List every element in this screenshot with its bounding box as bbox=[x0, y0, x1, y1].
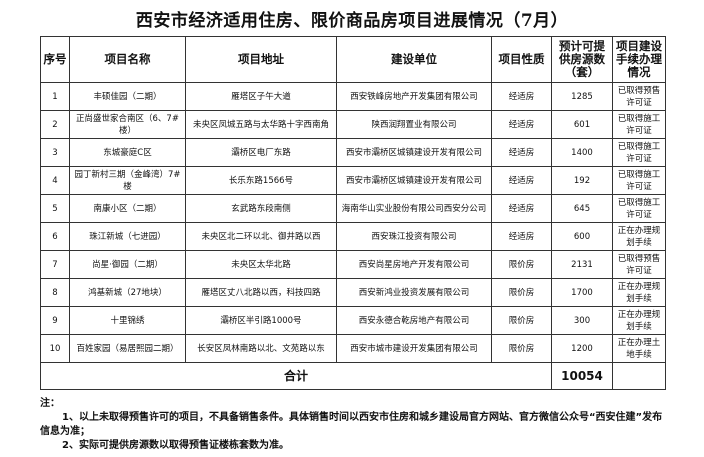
header-col-project-name: 项目名称 bbox=[69, 36, 186, 83]
cell-index: 1 bbox=[40, 82, 70, 111]
cell-index: 10 bbox=[40, 334, 70, 363]
cell-status: 正在办理土地手续 bbox=[612, 334, 666, 363]
cell-project-name: 尚星·御园（二期） bbox=[69, 250, 186, 279]
cell-project-name: 十里锦绣 bbox=[69, 306, 186, 335]
cell-project-name: 百姓家园（易居熙园二期） bbox=[69, 334, 186, 363]
notes-heading: 注： bbox=[40, 398, 60, 409]
cell-index: 3 bbox=[40, 138, 70, 167]
page-title: 西安市经济适用住房、限价商品房项目进展情况（7月） bbox=[135, 11, 569, 31]
table-row: 9 十里锦绣 灞桥区半引路1000号 西安永德合乾房地产有限公司 限价房 300 正在办理规… bbox=[40, 306, 666, 335]
cell-developer: 西安铁峰房地产开发集团有限公司 bbox=[336, 82, 492, 111]
cell-index: 7 bbox=[40, 250, 70, 279]
cell-status: 已取得预售许可证 bbox=[612, 250, 666, 279]
cell-units: 601 bbox=[551, 110, 613, 139]
cell-address: 未央区北二环以北、御井路以西 bbox=[185, 222, 337, 251]
cell-address: 灞桥区半引路1000号 bbox=[185, 306, 337, 335]
cell-status: 正在办理规划手续 bbox=[612, 222, 666, 251]
cell-developer: 西安新鸿业投资发展有限公司 bbox=[336, 278, 492, 307]
header-col-status: 项目建设手续办理情况 bbox=[612, 36, 666, 83]
cell-type: 限价房 bbox=[491, 334, 552, 363]
cell-units: 1400 bbox=[551, 138, 613, 167]
cell-type: 经适房 bbox=[491, 194, 552, 223]
note-1: 1、以上未取得预售许可的项目，不具备销售条件。具体销售时间以西安市住房和城乡建设… bbox=[40, 412, 663, 437]
cell-units: 645 bbox=[551, 194, 613, 223]
table-row: 7 尚星·御园（二期） 未央区太华北路 西安尚星房地产开发有限公司 限价房 2131 已取得… bbox=[40, 250, 666, 279]
cell-address: 未央区太华北路 bbox=[185, 250, 337, 279]
total-row: 合计 10054 bbox=[40, 362, 666, 390]
cell-developer: 西安尚星房地产开发有限公司 bbox=[336, 250, 492, 279]
cell-status: 正在办理规划手续 bbox=[612, 306, 666, 335]
cell-units: 1200 bbox=[551, 334, 613, 363]
cell-project-name: 丰硕佳园（二期） bbox=[69, 82, 186, 111]
cell-developer: 西安市城市建设开发集团有限公司 bbox=[336, 334, 492, 363]
table-row: 10 百姓家园（易居熙园二期） 长安区凤林南路以北、文苑路以东 西安市城市建设开发集团… bbox=[40, 334, 666, 363]
cell-index: 4 bbox=[40, 166, 70, 195]
total-label: 合计 bbox=[40, 362, 552, 390]
total-value: 10054 bbox=[551, 362, 613, 390]
cell-project-name: 东城豪庭C区 bbox=[69, 138, 186, 167]
cell-address: 玄武路东段南侧 bbox=[185, 194, 337, 223]
cell-units: 1285 bbox=[551, 82, 613, 111]
cell-address: 雁塔区子午大道 bbox=[185, 82, 337, 111]
cell-units: 192 bbox=[551, 166, 613, 195]
table-row: 6 珠江新城（七进园） 未央区北二环以北、御井路以西 西安珠江投资有限公司 经适房 600… bbox=[40, 222, 666, 251]
cell-type: 限价房 bbox=[491, 278, 552, 307]
cell-developer: 西安市灞桥区城镇建设开发有限公司 bbox=[336, 166, 492, 195]
cell-project-name: 园丁新村三期（金峰湾）7#楼 bbox=[69, 166, 186, 195]
table-row: 3 东城豪庭C区 灞桥区电厂东路 西安市灞桥区城镇建设开发有限公司 经适房 1400 已取得… bbox=[40, 138, 666, 167]
cell-type: 经适房 bbox=[491, 222, 552, 251]
cell-project-name: 南康小区（二期） bbox=[69, 194, 186, 223]
cell-index: 5 bbox=[40, 194, 70, 223]
cell-developer: 西安市灞桥区城镇建设开发有限公司 bbox=[336, 138, 492, 167]
header-col-index: 序号 bbox=[40, 36, 70, 83]
cell-type: 经适房 bbox=[491, 166, 552, 195]
cell-units: 2131 bbox=[551, 250, 613, 279]
cell-developer: 海南华山实业股份有限公司西安分公司 bbox=[336, 194, 492, 223]
table-row: 1 丰硕佳园（二期） 雁塔区子午大道 西安铁峰房地产开发集团有限公司 经适房 1285 已取… bbox=[40, 82, 666, 111]
cell-address: 长安区凤林南路以北、文苑路以东 bbox=[185, 334, 337, 363]
cell-index: 6 bbox=[40, 222, 70, 251]
table-header: 序号 项目名称 项目地址 建设单位 项目性质 预计可提供房源数（套） 项目建设手续办理情况 bbox=[40, 36, 666, 83]
cell-status: 已取得施工许可证 bbox=[612, 138, 666, 167]
table-row: 4 园丁新村三期（金峰湾）7#楼 长乐东路1566号 西安市灞桥区城镇建设开发有限公司… bbox=[40, 166, 666, 195]
cell-status: 已取得施工许可证 bbox=[612, 166, 666, 195]
projects-table: 序号 项目名称 项目地址 建设单位 项目性质 预计可提供房源数（套） 项目建设手续办理情况 … bbox=[40, 36, 666, 390]
cell-address: 雁塔区丈八北路以西，科技四路 bbox=[185, 278, 337, 307]
cell-units: 1700 bbox=[551, 278, 613, 307]
header-col-units: 预计可提供房源数（套） bbox=[551, 36, 613, 83]
cell-type: 经适房 bbox=[491, 138, 552, 167]
cell-status: 已取得预售许可证 bbox=[612, 82, 666, 111]
table-row: 2 正尚盛世家合南区（6、7#楼） 未央区凤城五路与太华路十字西南角 陕西润翔置业有限… bbox=[40, 110, 666, 139]
cell-developer: 陕西润翔置业有限公司 bbox=[336, 110, 492, 139]
cell-index: 9 bbox=[40, 306, 70, 335]
total-empty bbox=[612, 362, 666, 390]
cell-address: 灞桥区电厂东路 bbox=[185, 138, 337, 167]
cell-index: 8 bbox=[40, 278, 70, 307]
cell-index: 2 bbox=[40, 110, 70, 139]
note-2: 2、实际可提供房源数以取得预售证楼栋套数为准。 bbox=[62, 440, 289, 451]
cell-type: 经适房 bbox=[491, 110, 552, 139]
cell-units: 300 bbox=[551, 306, 613, 335]
header-col-developer: 建设单位 bbox=[336, 36, 492, 83]
cell-type: 限价房 bbox=[491, 306, 552, 335]
notes: 注： 1、以上未取得预售许可的项目，不具备销售条件。具体销售时间以西安市住房和城… bbox=[40, 397, 670, 453]
cell-status: 正在办理规划手续 bbox=[612, 278, 666, 307]
cell-developer: 西安珠江投资有限公司 bbox=[336, 222, 492, 251]
cell-units: 600 bbox=[551, 222, 613, 251]
cell-status: 已取得施工许可证 bbox=[612, 194, 666, 223]
cell-type: 限价房 bbox=[491, 250, 552, 279]
cell-status: 已取得施工许可证 bbox=[612, 110, 666, 139]
cell-type: 经适房 bbox=[491, 82, 552, 111]
cell-address: 未央区凤城五路与太华路十字西南角 bbox=[185, 110, 337, 139]
cell-address: 长乐东路1566号 bbox=[185, 166, 337, 195]
cell-project-name: 珠江新城（七进园） bbox=[69, 222, 186, 251]
header-col-type: 项目性质 bbox=[491, 36, 552, 83]
table-row: 8 鸿基新城（27地块） 雁塔区丈八北路以西，科技四路 西安新鸿业投资发展有限公司 限价… bbox=[40, 278, 666, 307]
cell-project-name: 鸿基新城（27地块） bbox=[69, 278, 186, 307]
cell-project-name: 正尚盛世家合南区（6、7#楼） bbox=[69, 110, 186, 139]
table-row: 5 南康小区（二期） 玄武路东段南侧 海南华山实业股份有限公司西安分公司 经适房 645 已… bbox=[40, 194, 666, 223]
cell-developer: 西安永德合乾房地产有限公司 bbox=[336, 306, 492, 335]
header-col-address: 项目地址 bbox=[185, 36, 337, 83]
